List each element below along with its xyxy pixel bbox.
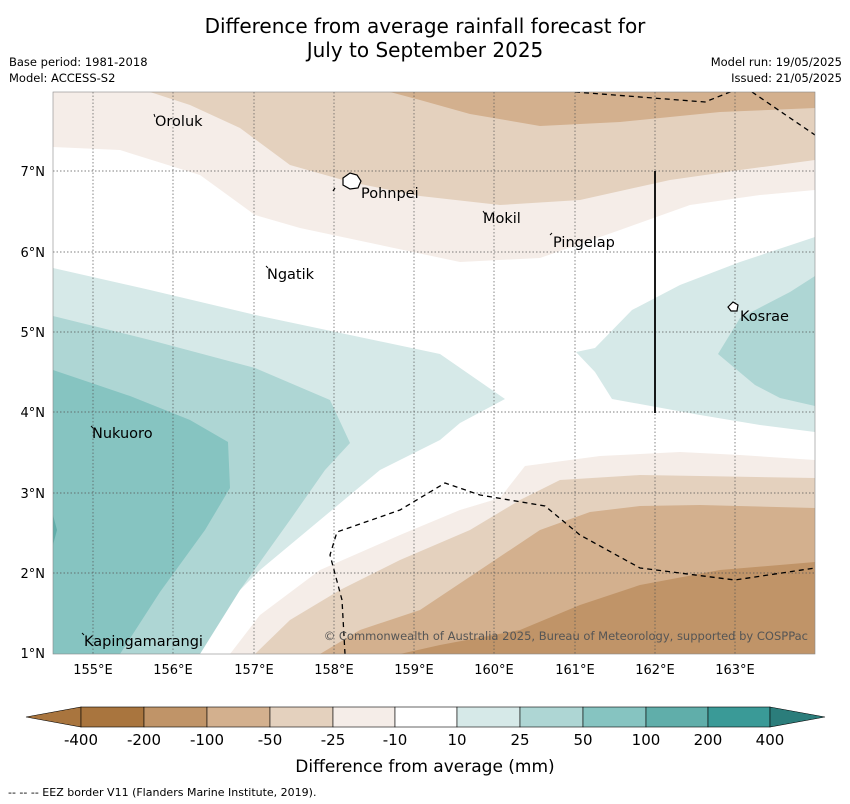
title-line-2: July to September 2025 <box>306 38 544 62</box>
place-label-nukuoro: Nukuoro <box>92 426 153 442</box>
colorbar-tick: -100 <box>190 731 224 749</box>
pingelap-atoll <box>549 232 553 236</box>
colorbar-max-extension <box>769 706 826 728</box>
lon-label: 158°E <box>314 663 354 678</box>
contour-wet-50-west <box>53 370 230 654</box>
model-name: Model: ACCESS-S2 <box>9 71 116 85</box>
colorbar-tick: 25 <box>510 731 529 749</box>
contour-dry-50-north <box>150 92 815 205</box>
lat-label: 4°N <box>21 406 46 421</box>
place-label-pohnpei: Pohnpei <box>361 186 419 202</box>
eez-footnote: -- -- -- EEZ border V11 (Flanders Marine… <box>8 786 317 799</box>
longitude-labels: 155°E 156°E 157°E 158°E 159°E 160°E 161°… <box>73 663 755 678</box>
colorbar-tick: 200 <box>694 731 723 749</box>
colorbar-tick: -10 <box>383 731 408 749</box>
colorbar-tick: -25 <box>321 731 346 749</box>
mokil-atoll <box>482 210 486 215</box>
lon-label: 156°E <box>153 663 193 678</box>
eez-border <box>329 92 815 654</box>
map-title: Difference from average rainfall forecas… <box>0 14 850 62</box>
kosrae-island <box>727 301 739 312</box>
ngatik-atoll <box>265 265 269 269</box>
contour-dry-100-north <box>390 92 815 126</box>
lat-label: 3°N <box>21 487 46 502</box>
place-label-mokil: Mokil <box>483 211 521 227</box>
lon-label: 162°E <box>635 663 675 678</box>
colorbar-tick: 400 <box>756 731 785 749</box>
latitude-labels: 7°N 6°N 5°N 4°N 3°N 2°N 1°N <box>21 165 46 662</box>
lon-label: 160°E <box>474 663 514 678</box>
lat-label: 2°N <box>21 567 46 582</box>
place-label-kosrae: Kosrae <box>740 309 789 325</box>
place-label-pingelap: Pingelap <box>553 235 615 251</box>
lat-label: 6°N <box>21 246 46 261</box>
map-frame <box>52 91 816 655</box>
oroluk-atoll <box>153 113 156 118</box>
ant-atoll <box>332 187 336 192</box>
lon-label: 161°E <box>555 663 595 678</box>
colorbar-tick: -50 <box>258 731 283 749</box>
title-line-1: Difference from average rainfall forecas… <box>204 14 646 38</box>
meta-left: Base period: 1981-2018 Model: ACCESS-S2 <box>9 54 148 86</box>
colorbar-label: Difference from average (mm) <box>295 757 554 777</box>
lat-label: 5°N <box>21 326 46 341</box>
meta-right: Model run: 19/05/2025 Issued: 21/05/2025 <box>711 54 842 86</box>
lat-label: 1°N <box>21 647 46 662</box>
map-attribution: © Commonwealth of Australia 2025, Bureau… <box>324 629 808 643</box>
place-label-oroluk: Oroluk <box>155 114 203 130</box>
place-label-kapingamarangi: Kapingamarangi <box>84 634 203 650</box>
contour-dry-200-south <box>400 562 815 654</box>
colorbar-min-extension <box>25 706 82 728</box>
contour-wet-100-west <box>53 515 57 545</box>
kapingamarangi-atoll <box>81 632 85 636</box>
lon-label: 157°E <box>234 663 274 678</box>
contour-wet-25-east <box>718 276 815 406</box>
colorbar-tick: 100 <box>632 731 661 749</box>
colorbar-tick: -400 <box>64 731 98 749</box>
model-run: Model run: 19/05/2025 <box>710 55 842 69</box>
issued-date: Issued: 21/05/2025 <box>731 71 842 85</box>
lon-label: 159°E <box>394 663 434 678</box>
rainfall-contours: Oroluk Pohnpei Mokil Pingelap Ngatik Kos… <box>53 92 815 654</box>
pohnpei-island <box>342 172 362 190</box>
colorbar-tick: -200 <box>127 731 161 749</box>
place-label-ngatik: Ngatik <box>267 267 315 283</box>
lon-label: 163°E <box>715 663 755 678</box>
colorbar-ticks: -400 -200 -100 -50 -25 -10 10 25 50 100 … <box>64 731 784 749</box>
lon-label: 155°E <box>73 663 113 678</box>
colorbar-tick: 50 <box>573 731 592 749</box>
base-period: Base period: 1981-2018 <box>9 55 148 69</box>
colorbar-tick: 10 <box>447 731 466 749</box>
nukuoro-atoll <box>90 425 94 429</box>
colorbar <box>25 706 826 728</box>
lat-label: 7°N <box>21 165 46 180</box>
